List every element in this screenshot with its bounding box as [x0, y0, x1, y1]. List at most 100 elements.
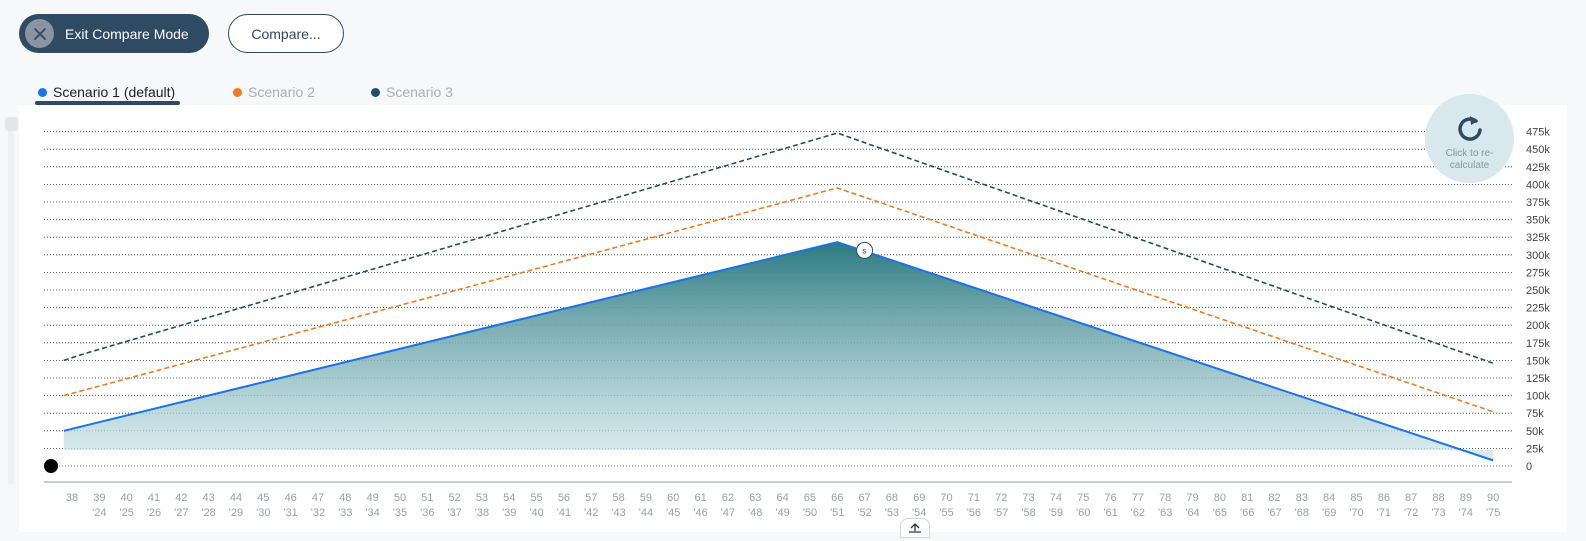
tab-scenario-3[interactable]: Scenario 3: [371, 78, 453, 106]
y-tick-label: 25k: [1526, 443, 1544, 455]
x-tick-year: '39: [502, 507, 516, 519]
x-tick-year: '36: [420, 507, 434, 519]
x-tick-year: '33: [338, 507, 352, 519]
x-tick-age: 52: [448, 492, 460, 504]
x-tick-year: '25: [119, 507, 133, 519]
tab-scenario-1[interactable]: Scenario 1 (default): [38, 78, 175, 106]
y-tick-label: 175k: [1526, 338, 1550, 350]
gridlines: [44, 131, 1512, 483]
x-tick-age: 86: [1378, 492, 1390, 504]
x-tick-year: '70: [1349, 507, 1363, 519]
x-axis-ticks: 38 39 '24 40 '25 41 '26 42 '27 43 '28 44 '29 45 '30 46 '…: [66, 492, 1500, 519]
x-tick-age: 64: [776, 492, 788, 504]
x-tick-age: 73: [1022, 492, 1034, 504]
y-tick-label: 50k: [1526, 426, 1544, 438]
y-tick-label: 275k: [1526, 267, 1550, 279]
x-tick-age: 87: [1405, 492, 1417, 504]
y-tick-label: 100k: [1526, 391, 1550, 403]
x-tick-age: 72: [995, 492, 1007, 504]
y-tick-label: 150k: [1526, 355, 1550, 367]
tab-scenario-2[interactable]: Scenario 2: [233, 78, 315, 106]
x-tick-year: '71: [1377, 507, 1391, 519]
recalculate-label: Click to re-calculate: [1445, 148, 1494, 171]
x-tick-year: '40: [529, 507, 543, 519]
y-tick-label: 200k: [1526, 320, 1550, 332]
chart-markers: s: [44, 241, 874, 473]
x-tick-year: '44: [639, 507, 653, 519]
x-tick-age: 84: [1323, 492, 1335, 504]
tab-label: Scenario 1 (default): [53, 84, 176, 100]
x-tick-age: 69: [913, 492, 925, 504]
x-tick-age: 50: [394, 492, 406, 504]
x-tick-age: 81: [1241, 492, 1253, 504]
x-tick-year: '63: [1158, 507, 1172, 519]
side-drag-handle[interactable]: [5, 117, 18, 131]
recalculate-button[interactable]: Click to re-calculate: [1425, 94, 1514, 183]
x-tick-year: '75: [1486, 507, 1500, 519]
scenario2-line: [63, 187, 1494, 413]
compare-button[interactable]: Compare...: [228, 14, 344, 53]
x-tick-age: 79: [1186, 492, 1198, 504]
x-tick-year: '38: [475, 507, 489, 519]
refresh-icon: [1457, 116, 1482, 141]
x-tick-age: 82: [1268, 492, 1280, 504]
y-tick-label: 325k: [1526, 232, 1550, 244]
x-tick-age: 53: [476, 492, 488, 504]
x-tick-year: '53: [885, 507, 899, 519]
x-tick-age: 44: [230, 492, 242, 504]
y-tick-label: 450k: [1526, 144, 1550, 156]
x-tick-age: 89: [1460, 492, 1472, 504]
x-tick-age: 85: [1350, 492, 1362, 504]
y-tick-label: 400k: [1526, 179, 1550, 191]
x-tick-age: 43: [203, 492, 215, 504]
x-tick-year: '26: [147, 507, 161, 519]
scenario-3-dot-icon: [371, 87, 380, 97]
x-tick-year: '66: [1240, 507, 1254, 519]
x-tick-age: 49: [367, 492, 379, 504]
x-tick-age: 76: [1104, 492, 1116, 504]
active-tab-indicator: [35, 101, 180, 105]
x-tick-year: '56: [967, 507, 981, 519]
x-tick-year: '68: [1295, 507, 1309, 519]
x-tick-age: 48: [339, 492, 351, 504]
x-tick-age: 61: [694, 492, 706, 504]
x-tick-year: '51: [830, 507, 844, 519]
x-tick-year: '45: [666, 507, 680, 519]
scenario-2-dot-icon: [233, 87, 242, 97]
x-tick-year: '34: [365, 507, 379, 519]
x-tick-age: 83: [1296, 492, 1308, 504]
x-tick-age: 51: [421, 492, 433, 504]
x-tick-age: 80: [1214, 492, 1226, 504]
x-tick-age: 74: [1050, 492, 1062, 504]
x-tick-age: 59: [640, 492, 652, 504]
milestone-marker: [856, 241, 874, 259]
x-tick-age: 41: [148, 492, 160, 504]
x-tick-year: '27: [174, 507, 188, 519]
expand-panel-button[interactable]: [900, 518, 930, 538]
side-scrollbar[interactable]: [8, 130, 14, 485]
x-tick-age: 75: [1077, 492, 1089, 504]
x-tick-year: '54: [912, 507, 926, 519]
x-tick-age: 46: [285, 492, 297, 504]
x-tick-age: 88: [1432, 492, 1444, 504]
y-tick-label: 75k: [1526, 408, 1544, 420]
scenario3-line: [63, 132, 1494, 364]
x-tick-year: '52: [857, 507, 871, 519]
x-tick-year: '50: [803, 507, 817, 519]
x-tick-year: '61: [1103, 507, 1117, 519]
x-tick-year: '32: [311, 507, 325, 519]
x-tick-age: 55: [530, 492, 542, 504]
x-tick-year: '64: [1185, 507, 1199, 519]
x-tick-year: '57: [994, 507, 1008, 519]
exit-compare-mode-button[interactable]: Exit Compare Mode: [19, 14, 209, 53]
y-tick-label: 125k: [1526, 373, 1550, 385]
x-tick-year: '43: [611, 507, 625, 519]
y-tick-label: 375k: [1526, 197, 1550, 209]
start-point-marker: [44, 459, 58, 473]
exit-compare-mode-label: Exit Compare Mode: [65, 25, 189, 42]
x-tick-year: '46: [693, 507, 707, 519]
x-tick-age: 54: [503, 492, 515, 504]
x-tick-year: '72: [1404, 507, 1418, 519]
scenario1-line: [63, 241, 1494, 462]
y-tick-label: 425k: [1526, 162, 1550, 174]
